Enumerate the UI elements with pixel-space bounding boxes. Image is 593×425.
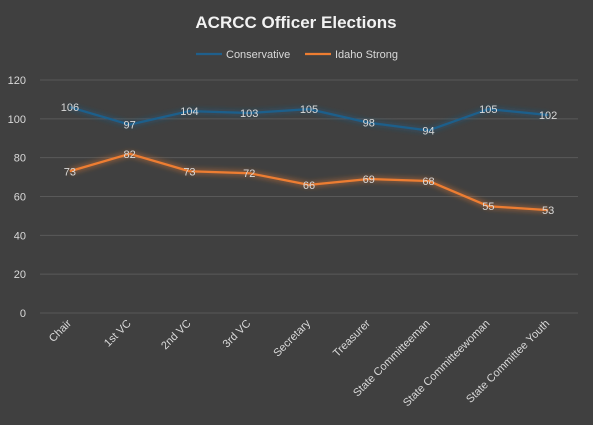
data-label: 72 — [243, 168, 255, 180]
x-tick-label: 1st VC — [102, 318, 134, 350]
legend: Conservative Idaho Strong — [196, 49, 398, 61]
data-label: 97 — [124, 120, 136, 132]
data-label: 66 — [303, 180, 315, 192]
legend-label: Conservative — [226, 49, 290, 61]
gridlines — [40, 79, 578, 314]
y-tick-label: 0 — [20, 308, 26, 320]
x-axis: Chair 1st VC 2nd VC 3rd VC Secretary Treasure… — [47, 317, 552, 409]
x-tick-label: Treasurer — [331, 317, 373, 359]
x-tick-label: 2nd VC — [159, 318, 193, 352]
series-lines — [69, 106, 549, 212]
data-labels: 106 97 104 103 105 98 94 105 102 73 82 73 72 66 69 68 55… — [61, 102, 558, 217]
y-tick-label: 120 — [8, 75, 26, 87]
y-tick-label: 60 — [14, 192, 26, 204]
x-tick-label: Secretary — [271, 317, 313, 359]
y-tick-label: 80 — [14, 153, 26, 165]
data-label: 98 — [363, 118, 375, 130]
data-label: 94 — [422, 125, 434, 137]
data-label: 73 — [64, 166, 76, 178]
data-label: 104 — [180, 106, 198, 118]
y-tick-label: 20 — [14, 269, 26, 281]
data-label: 105 — [300, 104, 318, 116]
x-tick-label: Chair — [47, 317, 74, 344]
y-tick-label: 40 — [14, 230, 26, 242]
data-label: 103 — [240, 108, 258, 120]
data-label: 53 — [542, 205, 554, 217]
y-tick-label: 100 — [8, 114, 26, 126]
chart-title: ACRCC Officer Elections — [195, 13, 396, 32]
data-label: 105 — [479, 104, 497, 116]
legend-label: Idaho Strong — [335, 49, 398, 61]
data-label: 82 — [124, 149, 136, 161]
y-axis: 0 20 40 60 80 100 120 — [8, 75, 26, 320]
data-label: 102 — [539, 110, 557, 122]
data-label: 73 — [183, 166, 195, 178]
x-tick-label: 3rd VC — [221, 318, 254, 351]
data-label: 106 — [61, 102, 79, 114]
data-label: 69 — [363, 174, 375, 186]
data-label: 68 — [422, 176, 434, 188]
data-label: 55 — [482, 201, 494, 213]
